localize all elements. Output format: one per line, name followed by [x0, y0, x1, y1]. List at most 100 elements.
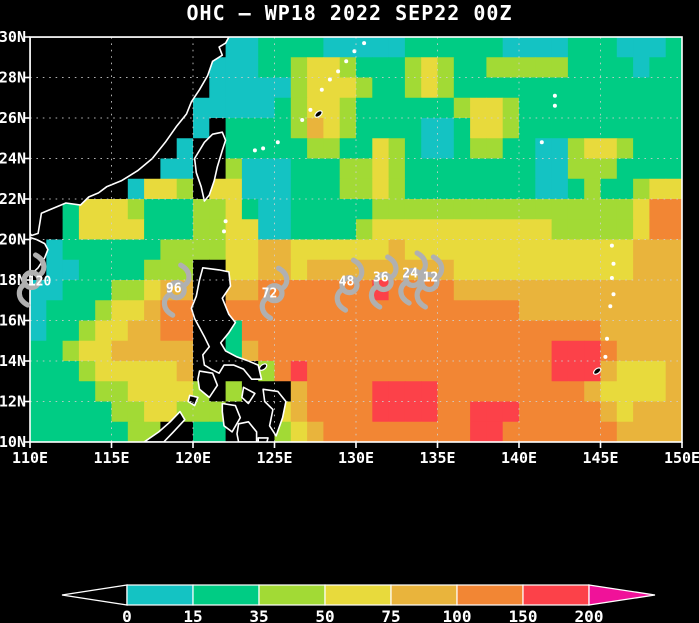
cyclone-arm-icon: [161, 292, 176, 318]
y-tick-label: 22N: [0, 190, 26, 208]
storm-tau-label: 96: [166, 282, 182, 297]
landmass-taiwan: [193, 131, 227, 202]
cyclone-marker-96: 96: [161, 262, 192, 318]
cyclone-marker-24: 24: [398, 250, 428, 306]
islet-dot: [223, 219, 228, 224]
storm-tau-label: 12: [423, 271, 439, 286]
cyclone-arm-icon: [16, 281, 31, 308]
land-layer: [30, 37, 616, 442]
y-tick-label: 28N: [0, 69, 26, 87]
cyclone-arm-icon: [368, 283, 383, 310]
islet-dot: [552, 103, 557, 108]
y-tick-label: 26N: [0, 109, 26, 127]
legend-swatch: [324, 584, 392, 606]
legend-swatch: [522, 584, 590, 606]
legend-under-arrow: [61, 584, 128, 606]
legend-value-label: 150: [509, 607, 538, 623]
legend-over-arrow: [588, 584, 656, 606]
legend-value-label: 50: [315, 607, 334, 623]
legend-value-label: 15: [183, 607, 202, 623]
x-tick-label: 110E: [12, 449, 48, 467]
islet-dot: [300, 118, 305, 122]
islet-dot: [611, 261, 616, 266]
cyclone-arm-icon: [259, 295, 274, 321]
landmass-china: [30, 37, 230, 237]
cyclone-arm-icon: [334, 287, 349, 313]
landmass-masbate: [241, 386, 256, 405]
islet-dot: [603, 354, 608, 359]
x-tick-label: 145E: [582, 449, 618, 467]
islet-dot: [552, 93, 557, 98]
landmass-panay: [221, 402, 242, 433]
y-tick-label: 18N: [0, 271, 26, 289]
legend-value-label: 100: [443, 607, 472, 623]
legend-swatch: [192, 584, 260, 606]
cyclone-arm-icon: [350, 257, 365, 284]
islet-dot: [611, 292, 616, 297]
islet-outline: [258, 363, 268, 371]
storm-tau-label: 48: [339, 275, 355, 290]
legend-swatch: [126, 584, 194, 606]
x-tick-label: 135E: [419, 449, 455, 467]
axes: 110E 115E 120E 125E 130E 135E 140E 145E 150E 30N 2…: [0, 28, 699, 467]
islet-dot: [609, 243, 614, 248]
islet-dot: [252, 148, 257, 153]
islet-outline: [592, 367, 602, 375]
cyclone-arm-icon: [414, 250, 428, 277]
storm-tau-label: 120: [28, 275, 52, 290]
legend-swatch: [390, 584, 458, 606]
storm-tau-label: 36: [373, 271, 389, 286]
legend-value-label: 0: [122, 607, 132, 623]
islet-dot: [352, 49, 357, 54]
landmass-busuanga: [187, 394, 199, 407]
islet-dot: [336, 69, 341, 74]
cyclone-marker-120: 120: [16, 252, 52, 308]
islet-dot: [222, 229, 226, 234]
legend-value-label: 75: [381, 607, 400, 623]
y-tick-label: 20N: [0, 231, 26, 249]
heatmap-layer: [30, 37, 682, 442]
cyclone-marker-48: 48: [334, 257, 365, 313]
cyclone-marker-12: 12: [414, 254, 445, 310]
cyclone-arm-icon: [398, 279, 412, 306]
landmass-negros_cebu: [236, 421, 258, 442]
cyclone-arm-icon: [275, 265, 290, 292]
legend-swatch: [456, 584, 524, 606]
colorbar: 0 15 35 50 75 100 150 200: [61, 584, 656, 623]
x-tick-label: 150E: [664, 449, 699, 467]
cyclone-eye-icon: [21, 269, 42, 291]
cyclone-eye-icon: [419, 271, 440, 293]
islet-dot: [319, 87, 324, 92]
x-tick-label: 125E: [256, 449, 292, 467]
landmass-bohol: [257, 437, 269, 442]
islet-dot: [539, 140, 544, 145]
islet-dot: [327, 77, 332, 82]
chart-title: OHC — WP18 2022 SEP22 00Z: [186, 1, 513, 25]
islet-dot: [344, 59, 349, 64]
landmass-mindoro: [197, 370, 219, 399]
cyclone-eye-icon: [373, 271, 394, 293]
map-layers: [30, 37, 682, 442]
y-tick-label: 16N: [0, 312, 26, 330]
cyclone-arm-icon: [178, 262, 192, 289]
cyclone-marker-36: 36: [368, 254, 399, 310]
cyclone-arm-icon: [430, 254, 445, 281]
y-tick-label: 10N: [0, 433, 26, 451]
y-tick-label: 14N: [0, 352, 26, 370]
legend-value-label: 200: [575, 607, 604, 623]
islet-dot: [608, 304, 613, 309]
legend-value-label: 35: [249, 607, 268, 623]
x-tick-label: 120E: [175, 449, 211, 467]
islet-dot: [609, 276, 614, 280]
x-tick-label: 115E: [93, 449, 129, 467]
x-tick-label: 140E: [501, 449, 537, 467]
cyclone-eye-icon: [166, 280, 187, 301]
x-tick-label: 130E: [338, 449, 374, 467]
cyclone-eye-icon: [339, 275, 360, 296]
cyclone-marker-72: 72: [259, 265, 290, 321]
y-tick-label: 12N: [0, 393, 26, 411]
legend-swatch: [258, 584, 326, 606]
islet-dot: [275, 140, 280, 145]
storm-tau-label: 24: [402, 267, 418, 282]
